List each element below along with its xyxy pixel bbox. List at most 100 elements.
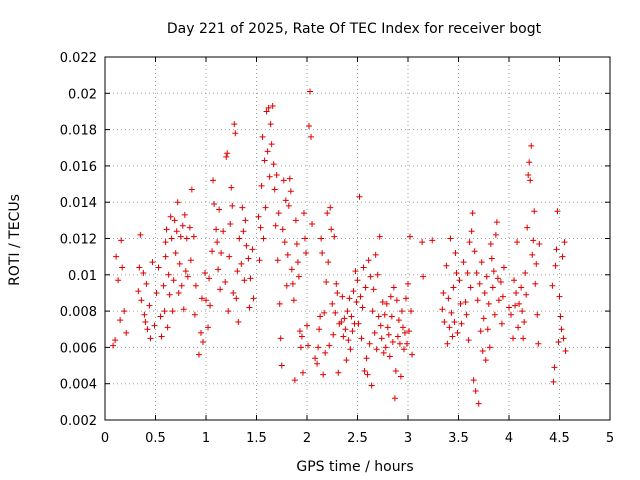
data-point (295, 273, 302, 280)
data-point (484, 326, 491, 333)
data-point (454, 329, 461, 336)
y-tick-label: 0.01 (68, 269, 97, 284)
data-point (162, 239, 169, 246)
data-point (531, 208, 538, 215)
data-point (419, 239, 426, 246)
data-point (340, 333, 347, 340)
data-point (468, 228, 475, 235)
data-point (178, 282, 185, 289)
data-point (168, 235, 175, 242)
data-point (489, 284, 496, 291)
data-point (285, 202, 292, 209)
data-point (317, 313, 324, 320)
data-point (260, 235, 267, 242)
data-point (365, 257, 372, 264)
data-point (273, 171, 280, 178)
data-point (364, 371, 371, 378)
data-point (324, 210, 331, 217)
data-point (115, 277, 122, 284)
data-point (259, 133, 266, 140)
data-point (463, 311, 470, 318)
data-point (472, 387, 479, 394)
data-point (335, 369, 342, 376)
x-tick-label: 2 (303, 431, 311, 446)
data-point (250, 295, 257, 302)
data-point (449, 333, 456, 340)
data-point (235, 318, 242, 325)
data-point (188, 186, 195, 193)
data-point (137, 231, 144, 238)
data-point (519, 308, 526, 315)
data-point (382, 344, 389, 351)
data-point (352, 268, 359, 275)
data-point (308, 133, 315, 140)
data-point (140, 269, 147, 276)
data-point (321, 309, 328, 316)
data-point (527, 177, 534, 184)
data-point (534, 311, 541, 318)
data-point (457, 300, 464, 307)
data-point (488, 255, 495, 262)
data-point (392, 367, 399, 374)
data-point (370, 286, 377, 293)
y-tick-label: 0.008 (60, 305, 97, 320)
data-point (486, 344, 493, 351)
data-point (186, 224, 193, 231)
data-point (535, 340, 542, 347)
data-point (276, 300, 283, 307)
data-point (207, 302, 214, 309)
data-point (118, 237, 125, 244)
data-point (278, 362, 285, 369)
data-point (201, 269, 208, 276)
data-point (339, 293, 346, 300)
data-point (234, 268, 241, 275)
data-point (381, 311, 388, 318)
data-point (182, 268, 189, 275)
data-point (349, 328, 356, 335)
data-point (211, 201, 218, 208)
data-point (391, 395, 398, 402)
data-point (493, 219, 500, 226)
data-point (456, 277, 463, 284)
axis-ticks: 0 0.5 1 1.5 2 2.5 3 3.5 4 4.5 5 0.002 0.004 0.006 0.00… (60, 51, 614, 446)
x-tick-label: 4 (505, 431, 513, 446)
data-point (536, 240, 543, 247)
data-point (144, 326, 151, 333)
data-point (155, 264, 162, 271)
data-point (526, 159, 533, 166)
data-point (444, 340, 451, 347)
data-point (243, 242, 250, 249)
data-point (552, 262, 559, 269)
x-tick-label: 3 (404, 431, 412, 446)
data-point (236, 235, 243, 242)
data-point (179, 222, 186, 229)
data-point (395, 317, 402, 324)
data-point (214, 239, 221, 246)
data-point (524, 224, 531, 231)
data-point (287, 188, 294, 195)
data-point (241, 277, 248, 284)
data-point (245, 255, 252, 262)
data-point (528, 142, 535, 149)
data-point (289, 280, 296, 287)
data-point (379, 299, 386, 306)
data-point (216, 206, 223, 213)
data-point (407, 233, 414, 240)
data-point (557, 313, 564, 320)
data-point (549, 282, 556, 289)
data-point (366, 340, 373, 347)
data-point (110, 342, 117, 349)
data-point (420, 273, 427, 280)
data-point (341, 315, 348, 322)
data-point (345, 337, 352, 344)
data-point (330, 331, 337, 338)
data-point (151, 322, 158, 329)
data-point (275, 210, 282, 217)
data-point (558, 326, 565, 333)
data-point (460, 259, 467, 266)
data-point (506, 304, 512, 311)
data-point (153, 289, 160, 296)
data-point (406, 328, 413, 335)
y-tick-label: 0.004 (60, 378, 97, 393)
data-point (450, 284, 457, 291)
